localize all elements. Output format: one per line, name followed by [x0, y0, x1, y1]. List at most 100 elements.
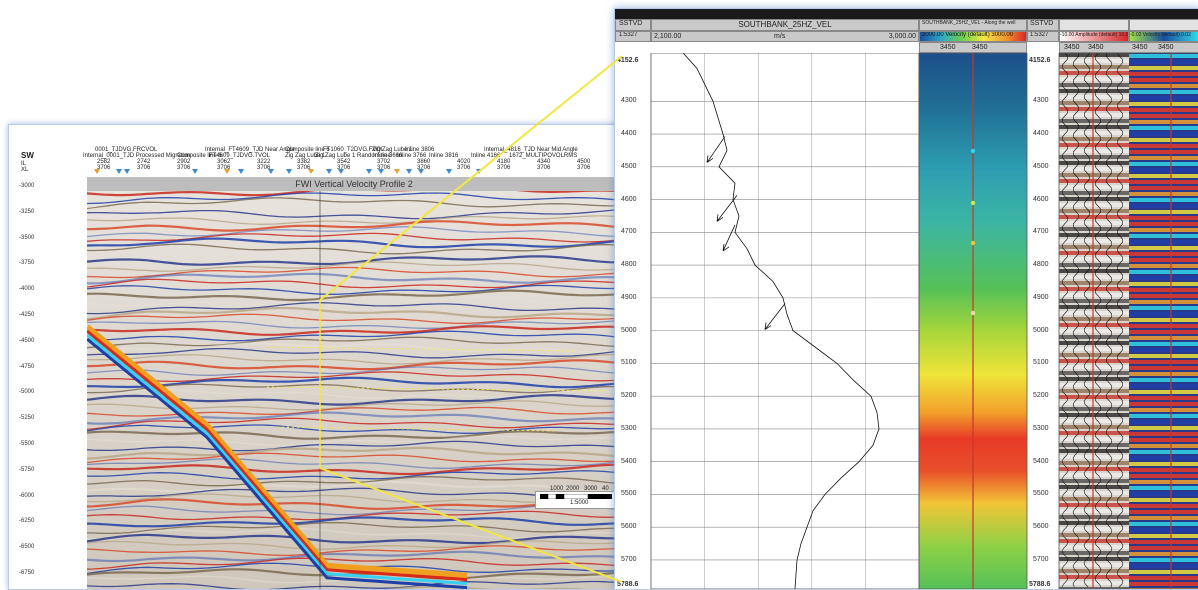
well-section-window[interactable]: SSTVD 1:5327 SOUTHBANK_25HZ_VEL 2,100.00…	[614, 8, 1198, 590]
well-marker-icon[interactable]	[446, 169, 452, 174]
velocity-min: 2,100.00	[654, 33, 682, 40]
well-marker-icon[interactable]	[476, 169, 482, 174]
il-label: IL	[21, 161, 27, 167]
well-depth-tick: 4800	[621, 261, 637, 269]
well-depth-tick: 5000	[1033, 326, 1049, 334]
sstvd2-header[interactable]: SSTVD	[1027, 19, 1059, 31]
well-marker-icon[interactable]	[326, 169, 332, 174]
scale-tick: 40	[602, 486, 609, 492]
xl-label: XL	[21, 167, 29, 173]
sstvd-scale: 1:5327	[615, 31, 651, 42]
depth-tick: -6500	[19, 544, 35, 551]
well-marker-icon[interactable]	[116, 169, 122, 174]
seismic-section-window[interactable]: SW IL XL 0001_TJDVG.FRCVOL Internal_FT46…	[8, 124, 622, 590]
seis-track-sub: 3450 3450 3450 3450	[1059, 42, 1198, 53]
seis-track-b-scale: -0.02 Velocity (default) 0.02	[1129, 31, 1198, 42]
well-depth-tick: 4800	[1033, 261, 1049, 269]
il-value: 3062	[217, 159, 231, 165]
il-value: 2582	[97, 159, 111, 165]
well-marker-icon[interactable]	[394, 169, 400, 174]
color-track-scale: 2000.00 Velocity (default) 3000.00	[919, 31, 1027, 42]
well-marker-icon[interactable]	[192, 169, 198, 174]
well-depth-tick: 5200	[1033, 392, 1049, 400]
scale-bar: 1000 2000 3000 40 1:5000	[535, 486, 619, 509]
well-depth-tick: 5500	[1033, 490, 1049, 498]
well-depth-tick: 4700	[1033, 228, 1049, 236]
velocity-track-title[interactable]: SOUTHBANK_25HZ_VEL	[651, 19, 919, 31]
well-marker-icon[interactable]	[418, 169, 424, 174]
scale-caption: 1:5000	[570, 500, 589, 506]
depth-bottom-label-2: 5788.6	[1029, 581, 1051, 588]
scale-tick: 1000	[550, 486, 564, 492]
well-depth-tick: 5300	[1033, 424, 1049, 432]
sstvd-header[interactable]: SSTVD	[615, 19, 651, 31]
seis-track-a-scale: -10.00 Amplitude (default) 10.00	[1059, 31, 1129, 42]
seis-track-a-title[interactable]	[1059, 19, 1129, 31]
seis-sub-value: 3450	[1132, 44, 1148, 51]
seismic-header: SW IL XL 0001_TJDVG.FRCVOL Internal_FT46…	[9, 125, 621, 177]
well-marker-icon[interactable]	[124, 169, 130, 174]
well-depth-tick: 5000	[621, 326, 637, 334]
depth-tick: -4750	[19, 363, 35, 370]
il-value: 2742	[137, 159, 151, 165]
well-depth-tick: 5600	[1033, 523, 1049, 531]
annotation[interactable]: Internal_FT4609_TJD Near Angle	[205, 147, 295, 153]
annotation[interactable]: Zig Zag Lube 1	[285, 153, 326, 159]
well-tracks[interactable]	[615, 53, 1198, 589]
well-depth-tick: 4500	[1033, 162, 1049, 170]
xl-value: 3706	[257, 165, 271, 171]
well-marker-icon[interactable]	[406, 169, 412, 174]
direction-label: SW	[21, 151, 34, 160]
seis-track-b-title[interactable]	[1129, 19, 1198, 31]
depth-tick: -3750	[19, 260, 35, 267]
well-marker-icon[interactable]	[268, 169, 274, 174]
annotation[interactable]: FT4609_TJDVG.TVOL	[209, 153, 271, 159]
well-marker-icon[interactable]	[286, 169, 292, 174]
annotation[interactable]: Inline 4166	[471, 153, 501, 159]
well-marker-icon[interactable]	[308, 169, 314, 174]
well-depth-tick: 5600	[621, 523, 637, 531]
seis-sub-value: 3450	[1158, 44, 1174, 51]
well-depth-tick: 4400	[1033, 130, 1049, 138]
depth-tick: -5750	[19, 466, 35, 473]
well-depth-tick: 5500	[621, 490, 637, 498]
seismic-title: FWI Vertical Velocity Profile 2	[87, 177, 621, 191]
color-sub-value: 3450	[972, 44, 988, 51]
xl-value: 3706	[97, 165, 111, 171]
xl-value: 3706	[297, 165, 311, 171]
well-marker-icon[interactable]	[378, 169, 384, 174]
seis-sub-value: 3450	[1088, 44, 1104, 51]
well-marker-icon[interactable]	[366, 169, 372, 174]
annotation[interactable]: Internal_0001_TJD Processed Migration	[83, 153, 191, 159]
well-depth-tick: 4500	[621, 162, 637, 170]
well-depth-tick: 5100	[621, 359, 637, 367]
scale-bar-graphic	[540, 494, 612, 499]
well-marker-icon[interactable]	[94, 169, 100, 174]
velocity-unit: m/s	[774, 33, 786, 40]
depth-top-label: 4152.6	[617, 57, 639, 64]
well-marker-icon[interactable]	[224, 169, 230, 174]
annotation[interactable]: Composite line 6	[177, 153, 222, 159]
well-marker-row	[94, 169, 482, 174]
depth-tick: -4500	[19, 337, 35, 344]
seismic-image[interactable]	[87, 177, 621, 589]
depth-tick: -6250	[19, 518, 35, 525]
depth-tick: -5000	[19, 389, 35, 396]
well-depth-tick: 5300	[621, 424, 637, 432]
depth-tick: -4250	[19, 312, 35, 318]
well-marker-icon[interactable]	[338, 169, 344, 174]
well-marker-icon[interactable]	[238, 169, 244, 174]
well-depth-tick: 4900	[621, 293, 637, 301]
color-track-title[interactable]: SOUTHBANK_25HZ_VEL - Along the well	[919, 19, 1027, 31]
depth-tick: -3500	[19, 234, 35, 241]
well-depth-tick: 5200	[621, 392, 637, 400]
depth-tick: -5250	[19, 415, 35, 422]
depth-tick: -3000	[19, 183, 35, 189]
annotation[interactable]: Composite line 6	[285, 147, 330, 153]
annotation[interactable]: Inline 3816	[429, 153, 459, 159]
xl-value: 3706	[137, 165, 151, 171]
xl-value: 3706	[177, 165, 191, 171]
well-depth-tick: 5700	[1033, 555, 1049, 563]
color-sub-value: 3450	[940, 44, 956, 51]
annotation[interactable]: 0001_TJDVG.FRCVOL	[95, 147, 158, 153]
